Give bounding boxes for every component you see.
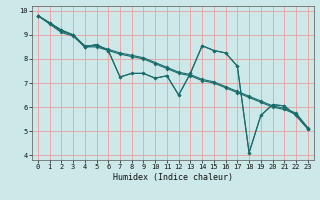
X-axis label: Humidex (Indice chaleur): Humidex (Indice chaleur) xyxy=(113,173,233,182)
